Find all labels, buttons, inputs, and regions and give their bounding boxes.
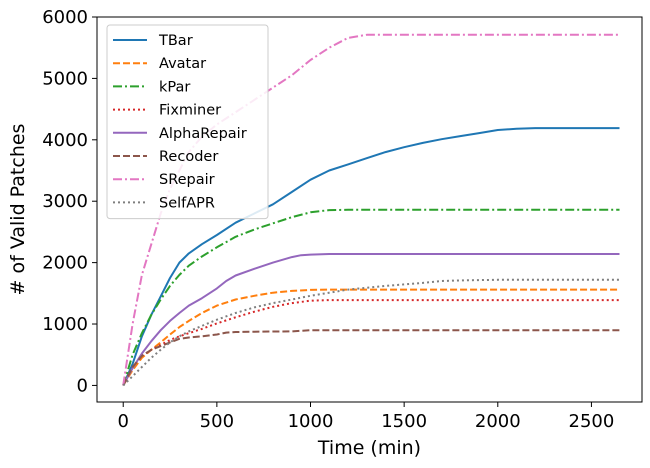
legend-label-7: SelfAPR (159, 195, 215, 211)
x-tick-label-0: 0 (117, 411, 128, 432)
legend-label-4: AlphaRepair (159, 126, 247, 142)
series-line-7 (122, 278, 620, 387)
y-tick-label-1: 1000 (42, 314, 88, 335)
y-tick-label-5: 5000 (42, 68, 88, 89)
legend-label-1: Avatar (159, 56, 206, 72)
x-axis-label: Time (min) (317, 437, 421, 459)
x-tick-label-5: 2500 (569, 411, 615, 432)
x-tick-label-1: 500 (200, 411, 234, 432)
legend-label-6: SRepair (159, 172, 215, 188)
x-tick-label-3: 1500 (381, 411, 427, 432)
legend: TBar Avatar kPar Fixminer AlphaRepair Recoder… (106, 24, 269, 220)
series-line-3 (122, 299, 620, 386)
series-lines (122, 33, 620, 387)
y-tick-label-4: 4000 (42, 130, 88, 151)
y-axis-label: # of Valid Patches (7, 124, 29, 296)
x-axis-ticks: 0 500 1000 1500 2000 2500 (117, 402, 614, 432)
x-tick-label-2: 1000 (288, 411, 334, 432)
legend-label-3: Fixminer (159, 103, 221, 119)
y-axis-ticks: 0 1000 2000 3000 4000 5000 6000 (42, 7, 97, 396)
series-line-2 (122, 208, 620, 386)
series-line-6 (122, 33, 620, 386)
legend-label-5: Recoder (159, 149, 218, 165)
series-line-5 (122, 329, 620, 386)
legend-label-0: TBar (158, 33, 193, 49)
series-line-4 (122, 253, 620, 386)
y-tick-label-6: 6000 (42, 7, 88, 28)
x-tick-label-4: 2000 (475, 411, 521, 432)
plot-frame (96, 16, 643, 403)
legend-box (106, 24, 269, 220)
series-line-0 (122, 127, 620, 386)
legend-label-2: kPar (159, 79, 190, 95)
y-tick-label-2: 2000 (42, 253, 88, 274)
y-tick-label-3: 3000 (42, 191, 88, 212)
y-tick-label-0: 0 (77, 375, 88, 396)
